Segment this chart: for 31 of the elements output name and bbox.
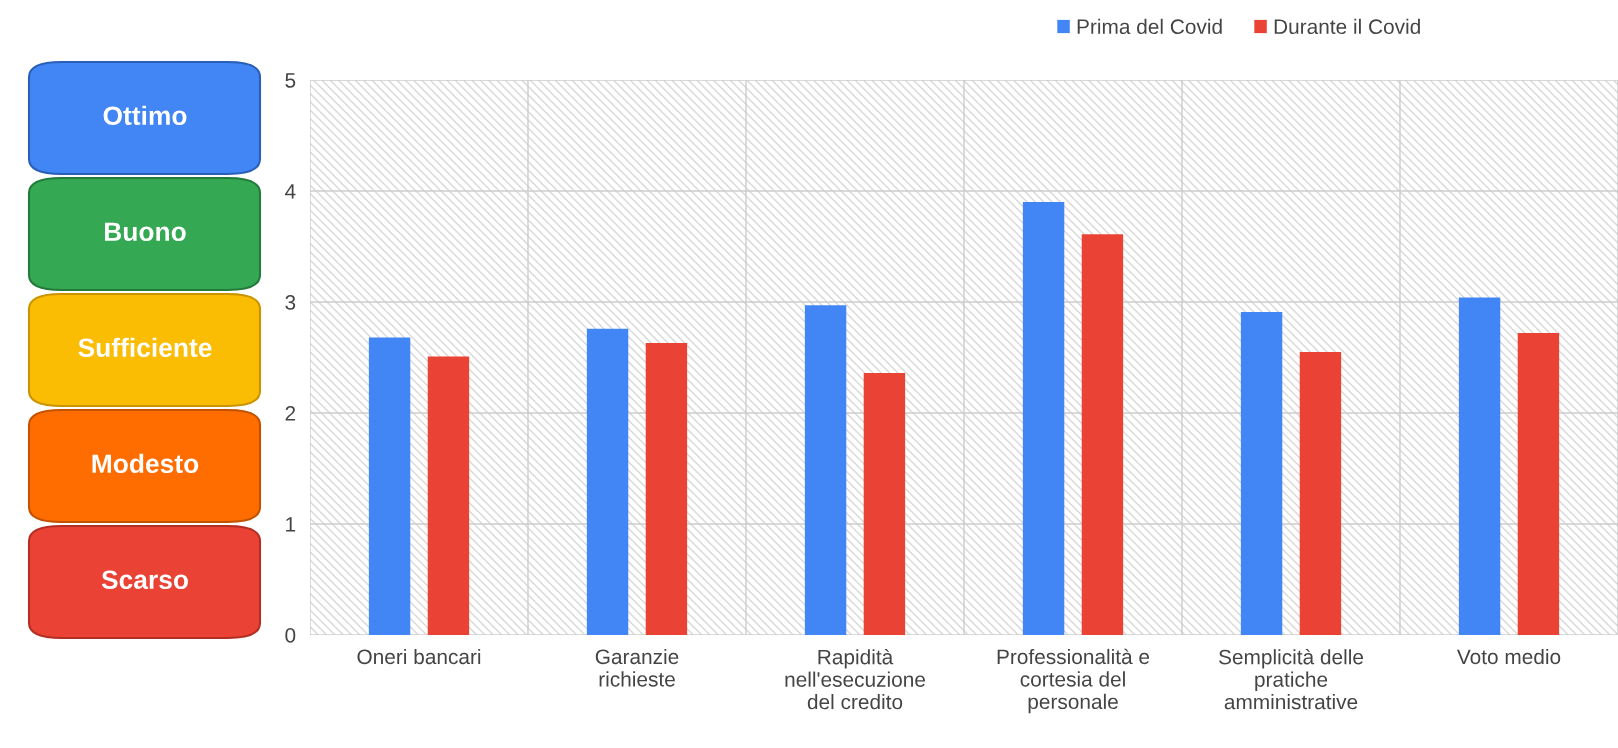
y-tick-label: 4 (285, 184, 296, 199)
legend-label: Durante il Covid (1274, 18, 1420, 35)
x-tick-label: Rapidità nell'esecuzione del credito (785, 648, 925, 710)
text: Scarso (101, 570, 188, 590)
bar (863, 373, 906, 635)
bar (427, 356, 470, 635)
legend-label: Prima del Covid (1077, 18, 1222, 35)
bar (1081, 234, 1124, 635)
text: Ottimo (103, 105, 187, 126)
text: Buono (105, 222, 186, 242)
text: Sufficiente (78, 337, 212, 358)
x-tick-label: Professionalità e cortesia del personale (997, 648, 1150, 714)
x-tick-label: Voto medio (1456, 648, 1561, 665)
x-tick-label: Semplicità delle pratiche amministrative (1219, 648, 1364, 710)
bar (1240, 311, 1283, 635)
x-tick-label: Garanzie richieste (595, 648, 679, 687)
y-tick-label: 0 (285, 628, 296, 643)
y-tick-label: 1 (286, 517, 296, 532)
bar (1299, 351, 1342, 635)
bar (645, 343, 688, 635)
bar (804, 305, 847, 635)
bar (586, 328, 629, 635)
y-tick-label: 3 (285, 295, 296, 310)
y-tick-label: 2 (285, 406, 296, 421)
bar (1517, 333, 1560, 635)
bar (1458, 297, 1501, 635)
bar (1022, 202, 1065, 635)
bar (368, 337, 411, 635)
y-tick-label: 5 (285, 73, 296, 88)
text: Modesto (92, 453, 199, 474)
x-tick-label: Oneri bancari (357, 648, 481, 665)
